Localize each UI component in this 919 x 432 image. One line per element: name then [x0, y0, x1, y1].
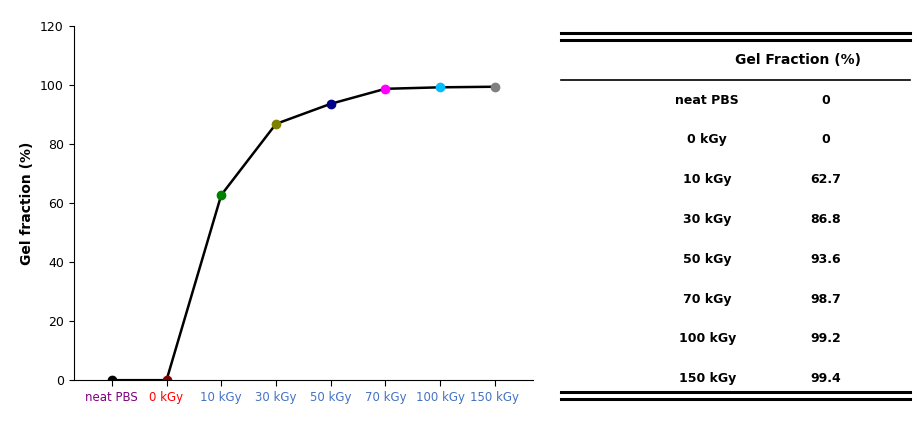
Y-axis label: Gel fraction (%): Gel fraction (%): [20, 141, 34, 265]
Text: 30 kGy: 30 kGy: [683, 213, 732, 226]
Text: neat PBS: neat PBS: [675, 93, 739, 107]
Text: 0: 0: [822, 133, 831, 146]
Text: 99.2: 99.2: [811, 333, 842, 346]
Text: 10 kGy: 10 kGy: [683, 173, 732, 186]
Text: 93.6: 93.6: [811, 253, 841, 266]
Text: 0: 0: [822, 93, 831, 107]
Text: 86.8: 86.8: [811, 213, 841, 226]
Text: 98.7: 98.7: [811, 292, 842, 306]
Text: 0 kGy: 0 kGy: [687, 133, 727, 146]
Text: 150 kGy: 150 kGy: [678, 372, 736, 385]
Text: 100 kGy: 100 kGy: [678, 333, 736, 346]
Text: 62.7: 62.7: [811, 173, 842, 186]
Text: 50 kGy: 50 kGy: [683, 253, 732, 266]
Text: 70 kGy: 70 kGy: [683, 292, 732, 306]
Text: Gel Fraction (%): Gel Fraction (%): [735, 53, 861, 67]
Text: 99.4: 99.4: [811, 372, 842, 385]
